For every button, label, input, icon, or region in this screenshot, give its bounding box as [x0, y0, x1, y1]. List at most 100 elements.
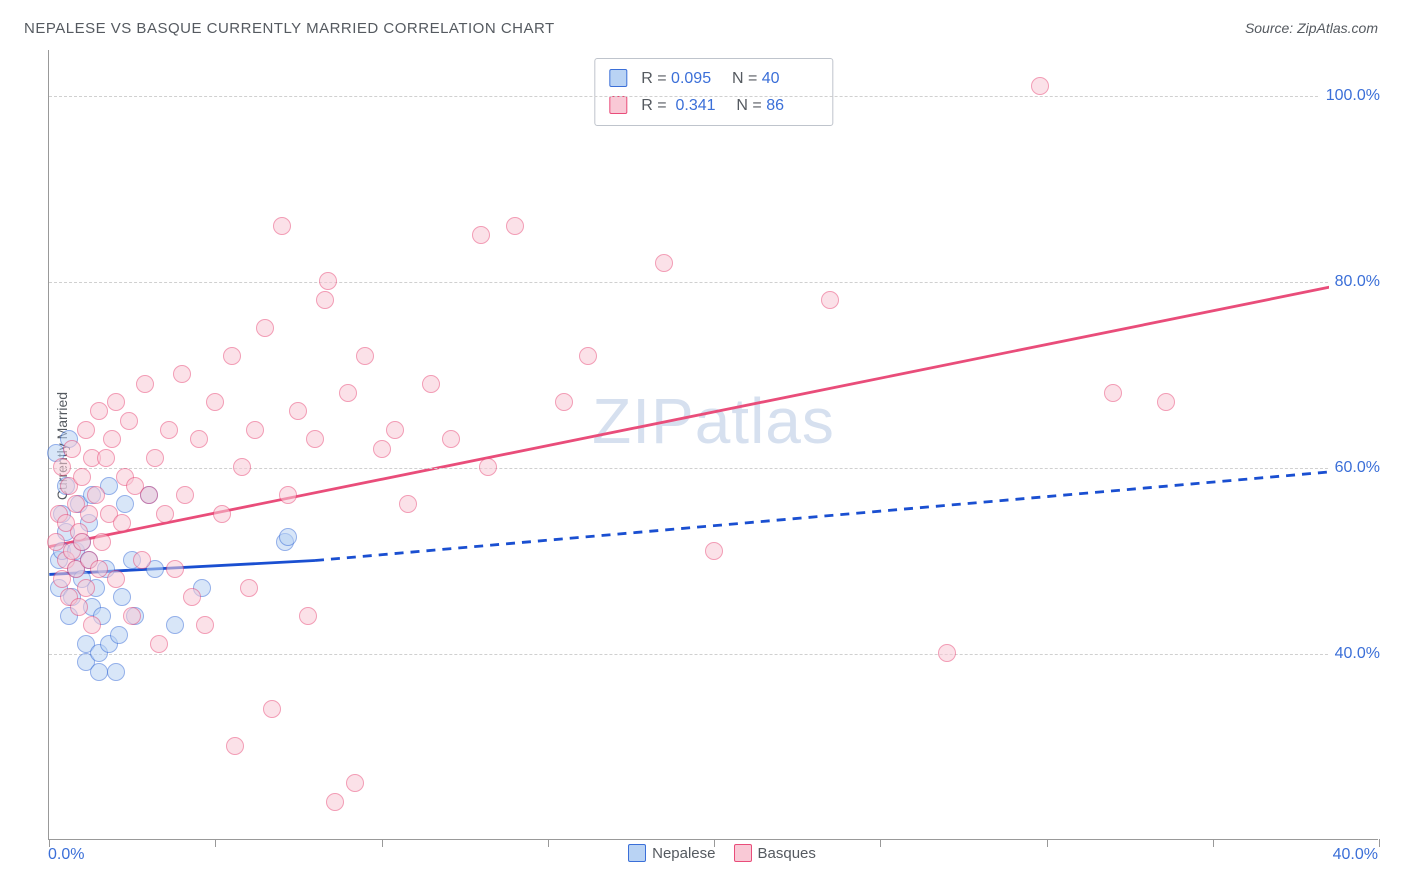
- point-nepalese: [279, 528, 297, 546]
- point-basques: [47, 533, 65, 551]
- point-basques: [472, 226, 490, 244]
- point-basques: [256, 319, 274, 337]
- point-basques: [103, 430, 121, 448]
- point-basques: [77, 579, 95, 597]
- point-basques: [655, 254, 673, 272]
- point-basques: [579, 347, 597, 365]
- point-basques: [107, 393, 125, 411]
- point-basques: [273, 217, 291, 235]
- point-basques: [80, 505, 98, 523]
- legend-label: Basques: [758, 845, 816, 862]
- point-basques: [140, 486, 158, 504]
- point-basques: [63, 440, 81, 458]
- point-basques: [306, 430, 324, 448]
- point-basques: [90, 560, 108, 578]
- point-basques: [73, 468, 91, 486]
- point-basques: [289, 402, 307, 420]
- point-basques: [97, 449, 115, 467]
- point-basques: [107, 570, 125, 588]
- point-basques: [90, 402, 108, 420]
- point-basques: [506, 217, 524, 235]
- point-basques: [339, 384, 357, 402]
- point-basques: [83, 616, 101, 634]
- y-tick-label: 60.0%: [1329, 459, 1380, 477]
- point-basques: [136, 375, 154, 393]
- legend-row-nepalese: R = 0.095 N = 40: [609, 65, 818, 92]
- point-basques: [1157, 393, 1175, 411]
- point-basques: [176, 486, 194, 504]
- point-basques: [1104, 384, 1122, 402]
- point-nepalese: [110, 626, 128, 644]
- point-basques: [113, 514, 131, 532]
- swatch-basques: [734, 844, 752, 862]
- point-basques: [326, 793, 344, 811]
- point-basques: [223, 347, 241, 365]
- y-tick-label: 100.0%: [1320, 87, 1380, 105]
- gridline: [49, 654, 1378, 655]
- swatch-nepalese: [628, 844, 646, 862]
- point-basques: [70, 598, 88, 616]
- point-basques: [399, 495, 417, 513]
- point-basques: [938, 644, 956, 662]
- point-basques: [263, 700, 281, 718]
- point-basques: [146, 449, 164, 467]
- swatch-basques: [609, 96, 627, 114]
- x-tick: [1379, 839, 1380, 847]
- point-basques: [206, 393, 224, 411]
- correlation-legend: R = 0.095 N = 40 R = 0.341 N = 86: [594, 58, 833, 126]
- trend-line: [49, 277, 1377, 546]
- point-basques: [196, 616, 214, 634]
- point-basques: [173, 365, 191, 383]
- point-basques: [356, 347, 374, 365]
- source-attribution: Source: ZipAtlas.com: [1245, 20, 1378, 36]
- point-basques: [150, 635, 168, 653]
- point-basques: [190, 430, 208, 448]
- point-basques: [479, 458, 497, 476]
- point-basques: [373, 440, 391, 458]
- point-basques: [226, 737, 244, 755]
- point-basques: [821, 291, 839, 309]
- point-basques: [422, 375, 440, 393]
- point-basques: [386, 421, 404, 439]
- point-basques: [156, 505, 174, 523]
- point-nepalese: [90, 663, 108, 681]
- chart-title: NEPALESE VS BASQUE CURRENTLY MARRIED COR…: [24, 20, 555, 37]
- trend-lines: [49, 50, 1378, 839]
- point-basques: [183, 588, 201, 606]
- point-basques: [1031, 77, 1049, 95]
- series-legend: Nepalese Basques: [48, 844, 1378, 862]
- point-basques: [442, 430, 460, 448]
- point-nepalese: [116, 495, 134, 513]
- point-basques: [53, 458, 71, 476]
- point-basques: [316, 291, 334, 309]
- point-basques: [299, 607, 317, 625]
- point-nepalese: [113, 588, 131, 606]
- point-basques: [120, 412, 138, 430]
- point-basques: [93, 533, 111, 551]
- point-basques: [346, 774, 364, 792]
- legend-label: Nepalese: [652, 845, 715, 862]
- point-basques: [279, 486, 297, 504]
- point-basques: [133, 551, 151, 569]
- point-basques: [213, 505, 231, 523]
- scatter-plot: ZIPatlas R = 0.095 N = 40 R = 0.341 N = …: [48, 50, 1378, 840]
- point-basques: [166, 560, 184, 578]
- point-basques: [555, 393, 573, 411]
- point-basques: [73, 533, 91, 551]
- y-tick-label: 80.0%: [1329, 273, 1380, 291]
- point-basques: [705, 542, 723, 560]
- point-basques: [240, 579, 258, 597]
- point-basques: [233, 458, 251, 476]
- gridline: [49, 282, 1378, 283]
- point-basques: [246, 421, 264, 439]
- point-basques: [319, 272, 337, 290]
- gridline: [49, 96, 1378, 97]
- y-tick-label: 40.0%: [1329, 645, 1380, 663]
- point-basques: [87, 486, 105, 504]
- point-nepalese: [107, 663, 125, 681]
- point-basques: [123, 607, 141, 625]
- point-basques: [77, 421, 95, 439]
- trend-line: [315, 468, 1378, 561]
- point-nepalese: [166, 616, 184, 634]
- point-basques: [160, 421, 178, 439]
